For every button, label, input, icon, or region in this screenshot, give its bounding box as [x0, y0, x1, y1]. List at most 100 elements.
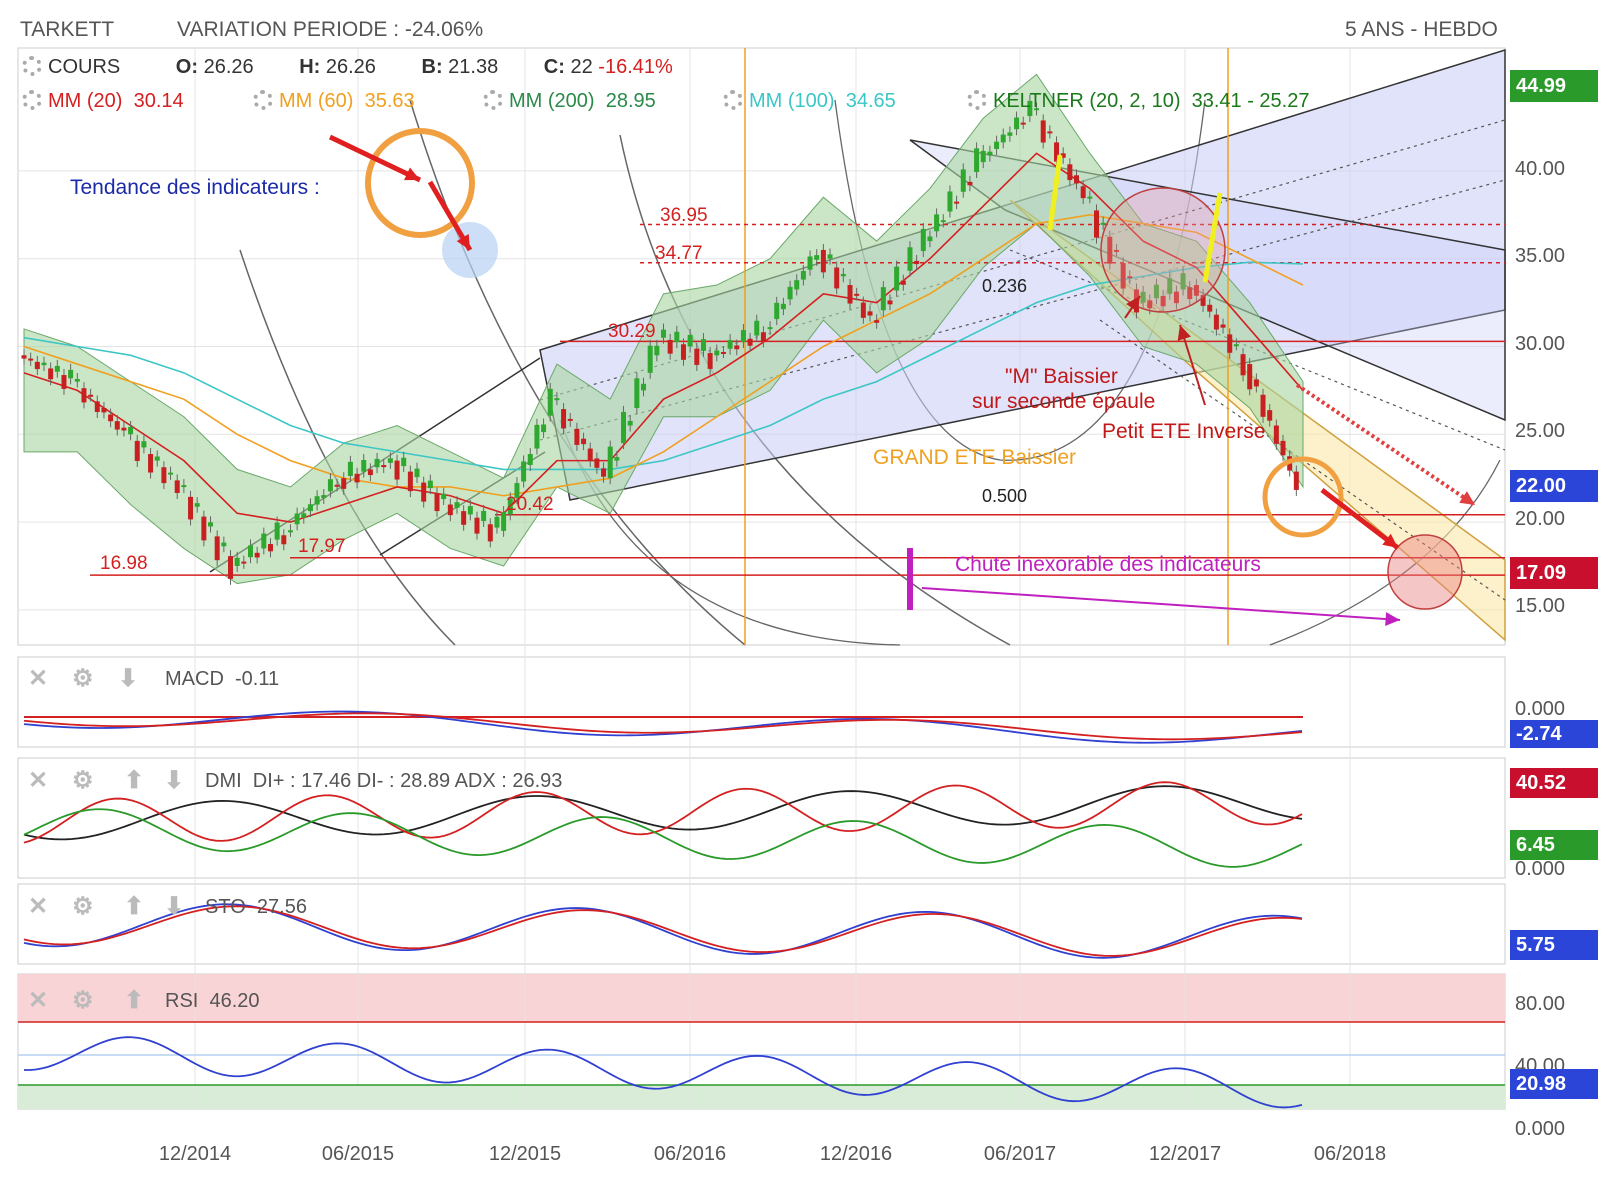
candle-body — [34, 361, 40, 370]
y-tick: 15.00 — [1515, 595, 1566, 617]
gear-icon[interactable] — [967, 90, 987, 110]
candle-body — [1207, 304, 1213, 312]
arrow-up-icon[interactable]: ⬆ — [124, 767, 145, 794]
legend-mm100[interactable]: MM (100) 34.65 — [723, 90, 896, 113]
candle-body — [494, 516, 500, 528]
candle-body — [534, 424, 540, 449]
candle-body — [201, 516, 207, 541]
candle-body — [1180, 273, 1186, 290]
gear-icon[interactable] — [723, 90, 743, 110]
x-tick: 06/2015 — [321, 1143, 395, 1165]
candle-body — [1093, 210, 1099, 238]
mm60-value: 35.63 — [364, 90, 415, 112]
candle-body — [401, 457, 407, 467]
close-icon[interactable]: ✕ — [28, 665, 49, 692]
pointer-arrow-head — [1126, 296, 1140, 312]
mm20-line — [23, 152, 1304, 523]
y-tick: 20.00 — [1515, 508, 1566, 530]
gear-icon[interactable] — [22, 90, 42, 110]
candle-body — [121, 427, 127, 431]
candle-body — [867, 311, 873, 316]
arrow-down-icon[interactable]: ⬇ — [118, 665, 139, 692]
candle-body — [674, 331, 680, 343]
gear-icon[interactable] — [253, 90, 273, 110]
gear-icon[interactable] — [22, 56, 42, 76]
close-icon[interactable]: ✕ — [28, 987, 49, 1014]
annotation-tendance: Tendance des indicateurs : — [70, 176, 320, 199]
candle-body — [987, 151, 993, 156]
candle-body — [287, 530, 293, 533]
candle-body — [840, 274, 846, 277]
candle-body — [1293, 471, 1299, 490]
candle-body — [967, 181, 973, 186]
level-label: 30.29 — [608, 321, 656, 342]
rsi-tag: 20.98 — [1510, 1069, 1598, 1099]
gear-icon[interactable]: ⚙ — [72, 665, 94, 692]
candle-body — [108, 414, 114, 422]
candle-body — [687, 334, 693, 347]
keltner-value: 33.41 - 25.27 — [1191, 90, 1310, 112]
candle-body — [707, 353, 713, 369]
close-icon[interactable]: ✕ — [28, 767, 49, 794]
candle-body — [1060, 153, 1066, 158]
candle-body — [174, 480, 180, 493]
sto-d-line — [23, 905, 1303, 957]
gear-icon[interactable]: ⚙ — [72, 987, 94, 1014]
y-tick: 30.00 — [1515, 333, 1566, 355]
legend-keltner[interactable]: KELTNER (20, 2, 10) 33.41 - 25.27 — [967, 90, 1309, 113]
candle-body — [374, 458, 380, 468]
close-icon[interactable]: ✕ — [28, 893, 49, 920]
candle-body — [787, 286, 793, 300]
x-tick: 06/2016 — [653, 1143, 727, 1165]
candle-body — [574, 428, 580, 445]
arrow-up-icon[interactable]: ⬆ — [124, 893, 145, 920]
open-value: 26.26 — [203, 56, 254, 78]
price-tag-current: 22.00 — [1510, 470, 1598, 502]
low-label: B: — [421, 56, 443, 78]
arrow-down-icon[interactable]: ⬇ — [164, 893, 185, 920]
candle-body — [1113, 249, 1119, 252]
candle-body — [194, 503, 200, 507]
level-label: 36.95 — [660, 205, 708, 226]
candle-body — [247, 545, 253, 558]
candle-body — [414, 468, 420, 478]
gear-icon[interactable] — [483, 90, 503, 110]
candle-body — [634, 378, 640, 408]
trend-arrow-head — [404, 167, 420, 181]
legend-mm200[interactable]: MM (200) 28.95 — [483, 90, 656, 113]
rsi-tick: 0.000 — [1515, 1118, 1566, 1140]
mm100-line — [23, 261, 1304, 471]
candle-body — [1080, 186, 1086, 199]
gear-icon[interactable]: ⚙ — [72, 893, 94, 920]
symbol-title: TARKETT — [20, 18, 115, 41]
candle-body — [48, 368, 54, 380]
candle-body — [1213, 314, 1219, 330]
candle-body — [1173, 291, 1179, 304]
candle-body — [754, 320, 760, 336]
candle-body — [954, 201, 960, 204]
candle-body — [181, 485, 187, 488]
candle-body — [654, 345, 660, 356]
candle-body — [347, 461, 353, 476]
candle-body — [834, 267, 840, 289]
candle-body — [1007, 132, 1013, 136]
candle-body — [301, 513, 307, 518]
candle-body — [28, 358, 34, 361]
candle-body — [281, 535, 287, 545]
candle-body — [114, 421, 120, 430]
gear-icon[interactable]: ⚙ — [72, 767, 94, 794]
candle-body — [228, 556, 234, 579]
pointer-arrow-head — [1177, 325, 1191, 341]
legend-mm60[interactable]: MM (60) 35.63 — [253, 90, 415, 113]
candle-body — [621, 411, 627, 444]
level-label: 17.97 — [298, 536, 346, 557]
macd-panel — [17, 656, 1506, 748]
legend-mm20[interactable]: MM (20) 30.14 — [22, 90, 184, 113]
annotation-m-baissier: "M" Baissier — [1005, 365, 1118, 388]
candle-body — [1147, 300, 1153, 309]
annotation-petit-ete: Petit ETE Inverse — [1102, 420, 1266, 443]
arrow-down-icon[interactable]: ⬇ — [164, 767, 185, 794]
arrow-up-icon[interactable]: ⬆ — [124, 987, 145, 1014]
candle-body — [88, 394, 94, 397]
